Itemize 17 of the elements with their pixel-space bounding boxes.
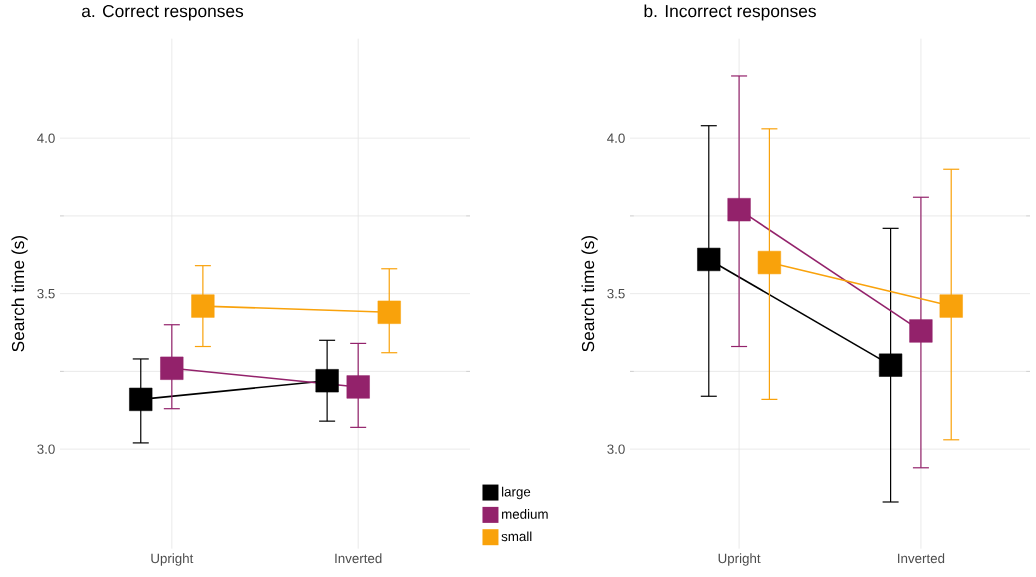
- legend-label: medium: [502, 509, 548, 520]
- legend-label: small: [501, 531, 532, 542]
- y-tick-label: 3.5: [37, 289, 55, 299]
- legend-label: large: [502, 486, 531, 500]
- y-axis-title: Search time (s): [11, 236, 28, 352]
- x-tick-label: Inverted: [335, 553, 382, 564]
- y-tick-label: 3.0: [607, 444, 625, 455]
- x-tick-label: Upright: [718, 553, 761, 566]
- y-tick-label: 4.0: [607, 133, 625, 144]
- y-tick-label: 3.0: [37, 444, 55, 455]
- chart-title: a. Correct responses: [81, 5, 244, 21]
- y-tick-label: 4.0: [37, 133, 55, 144]
- y-tick-label: 3.5: [607, 289, 625, 299]
- chart-title: b. Incorrect responses: [644, 4, 816, 21]
- x-tick-label: Inverted: [898, 553, 945, 564]
- y-axis-title: Search time (s): [581, 236, 598, 352]
- x-tick-label: Upright: [151, 553, 194, 566]
